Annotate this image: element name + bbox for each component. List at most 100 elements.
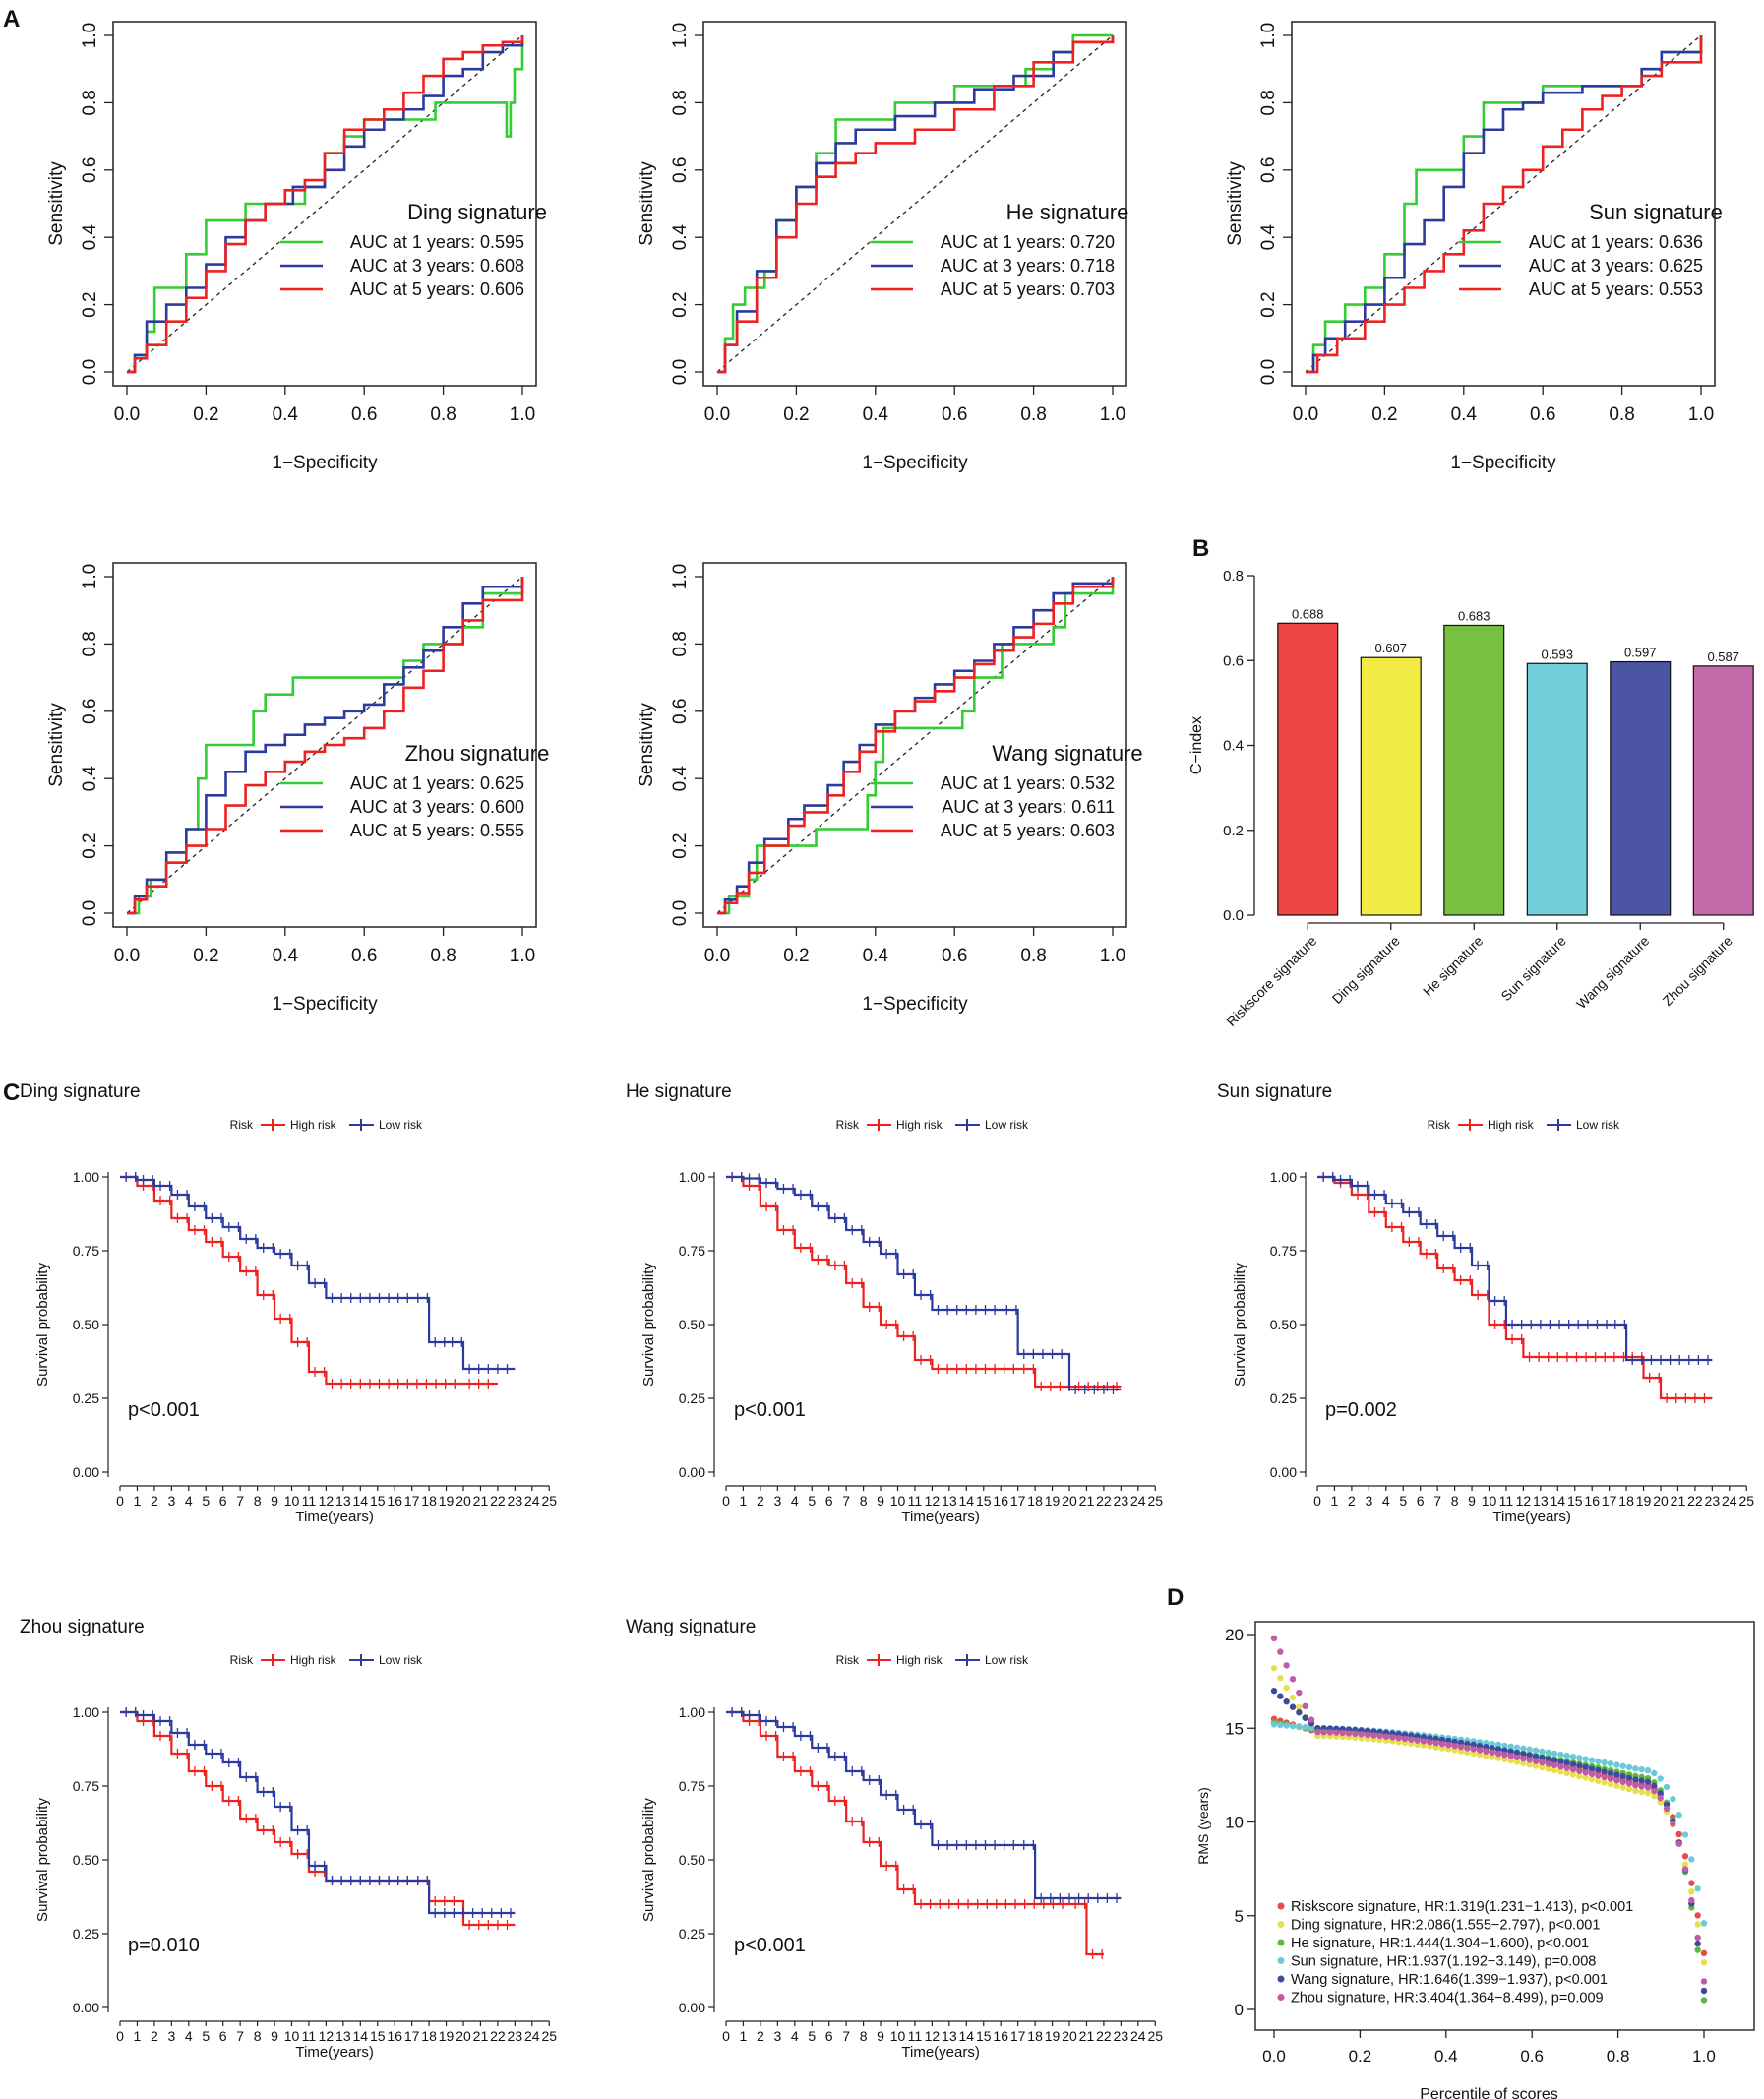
legend-entry: AUC at 1 years: 0.720 (941, 232, 1115, 252)
km-chart-he: He signature Risk High risk Low risk 0.00 0.2… (626, 1081, 1163, 1525)
rms-point (1289, 1703, 1297, 1710)
rms-point (1638, 1765, 1645, 1773)
rms-point (1339, 1729, 1346, 1737)
rms-point (1657, 1790, 1664, 1797)
x-tick-label: 15 (1567, 1493, 1583, 1509)
rms-point (1526, 1746, 1533, 1753)
x-tick-label: 15 (370, 1493, 386, 1509)
x-tick-label: 5 (808, 1493, 816, 1509)
rms-point (1700, 1949, 1708, 1957)
y-tick-label: 0.00 (73, 2000, 99, 2015)
x-tick-label: 20 (1653, 1493, 1669, 1509)
y-tick-label: 1.00 (73, 1169, 99, 1185)
rms-point (1576, 1767, 1583, 1774)
rms-point (1563, 1752, 1570, 1759)
rms-point (1414, 1737, 1421, 1744)
x-tick-label: 8 (1451, 1493, 1459, 1509)
legend-entry: Riskscore signature, HR:1.319(1.231−1.41… (1291, 1899, 1633, 1915)
rms-point (1694, 1946, 1701, 1953)
x-tick-label: 14 (353, 1493, 369, 1509)
x-tick-label: 3 (167, 1493, 175, 1509)
y-tick-label: 1.0 (670, 23, 691, 48)
rms-point (1694, 1912, 1701, 1919)
x-tick-label: 0.2 (1371, 404, 1397, 425)
x-tick-label: 0.2 (193, 404, 218, 425)
rms-point (1632, 1787, 1639, 1795)
rms-point (1607, 1760, 1614, 1767)
x-tick-label: 6 (219, 2028, 227, 2044)
x-tick-label: 0.6 (351, 404, 377, 425)
x-tick-label: 22 (1096, 1493, 1112, 1509)
panel-label-b: B (1192, 535, 1209, 562)
rms-point (1694, 1885, 1701, 1892)
rms-point (1569, 1771, 1577, 1778)
rms-point (1595, 1777, 1602, 1784)
x-tick-label: 22 (1096, 2028, 1112, 2044)
rms-point (1308, 1716, 1315, 1723)
x-axis-label: Time(years) (901, 2044, 979, 2061)
x-tick-label: 0.6 (1520, 2047, 1544, 2066)
km-curve-high (120, 1710, 516, 1927)
y-tick-label: 0.2 (1223, 823, 1244, 839)
bar-sun-signature (1526, 662, 1588, 916)
x-tick-label: 0.2 (783, 946, 809, 966)
x-tick-label: 0.8 (1609, 404, 1634, 425)
rms-point (1320, 1728, 1327, 1736)
y-tick-label: 0.25 (679, 1926, 705, 1942)
rms-point (1700, 1997, 1708, 2004)
rms-point (1601, 1768, 1608, 1775)
rms-point (1476, 1742, 1484, 1750)
km-curve-high (726, 1175, 1122, 1389)
legend-entry: AUC at 5 years: 0.603 (941, 821, 1115, 840)
rms-point (1270, 1635, 1278, 1642)
x-tick-label: 24 (524, 2028, 540, 2044)
legend-entry: Zhou signature, HR:3.404(1.364−8.499), p… (1291, 1991, 1604, 2006)
x-tick-label: 24 (1722, 1493, 1737, 1509)
rms-point (1632, 1781, 1639, 1789)
rms-point (1675, 1812, 1682, 1819)
y-tick-label: 0.6 (670, 157, 691, 183)
x-axis-label: 1−Specificity (272, 994, 378, 1015)
rms-point (1277, 1675, 1284, 1682)
y-axis-label: Survival probability (34, 1798, 51, 1922)
rms-point (1470, 1746, 1477, 1753)
rms-point (1532, 1747, 1540, 1754)
y-tick-label: 1.00 (679, 1169, 705, 1185)
rms-point (1681, 1853, 1689, 1860)
x-tick-label: 4 (185, 2028, 193, 2044)
y-axis-label: Survival probability (34, 1263, 51, 1387)
x-tick-label: Zhou signature (1660, 933, 1736, 1010)
x-tick-label: 18 (421, 2028, 437, 2044)
legend-entry: AUC at 3 years: 0.625 (1529, 256, 1703, 276)
legend-entry: AUC at 1 years: 0.625 (350, 773, 524, 793)
bar-he-signature (1443, 624, 1505, 916)
x-tick-label: 15 (976, 1493, 992, 1509)
x-tick-label: 1.0 (1688, 404, 1714, 425)
legend-title: Risk (836, 1118, 860, 1132)
x-tick-label: 25 (1147, 1493, 1163, 1509)
x-tick-label: 8 (860, 1493, 868, 1509)
x-axis-label: 1−Specificity (1450, 453, 1556, 473)
x-tick-label: 12 (925, 1493, 941, 1509)
x-tick-label: 22 (490, 2028, 506, 2044)
rms-point (1588, 1765, 1596, 1772)
plot-frame (1291, 21, 1716, 387)
x-tick-label: 13 (1533, 1493, 1549, 1509)
y-tick-label: 0.4 (1258, 224, 1279, 251)
rms-point (1507, 1743, 1514, 1751)
x-tick-label: 3 (773, 1493, 781, 1509)
rms-point (1601, 1779, 1608, 1786)
legend-entry: AUC at 3 years: 0.611 (942, 797, 1115, 817)
x-tick-label: 11 (302, 1493, 317, 1509)
km-chart-sun: Sun signature Risk High risk Low risk 0.00 0.… (1217, 1081, 1754, 1525)
y-tick-label: 0.4 (670, 766, 691, 792)
x-axis-label: Time(years) (295, 2044, 373, 2061)
y-axis-label: Sensitivity (46, 161, 67, 246)
rms-point (1489, 1745, 1495, 1752)
y-tick-label: 0.6 (1223, 652, 1244, 669)
x-tick-label: 0.4 (1451, 404, 1478, 425)
x-tick-label: 12 (1516, 1493, 1532, 1509)
rms-point (1358, 1731, 1365, 1738)
x-tick-label: 24 (524, 1493, 540, 1509)
x-tick-label: 7 (842, 2028, 850, 2044)
